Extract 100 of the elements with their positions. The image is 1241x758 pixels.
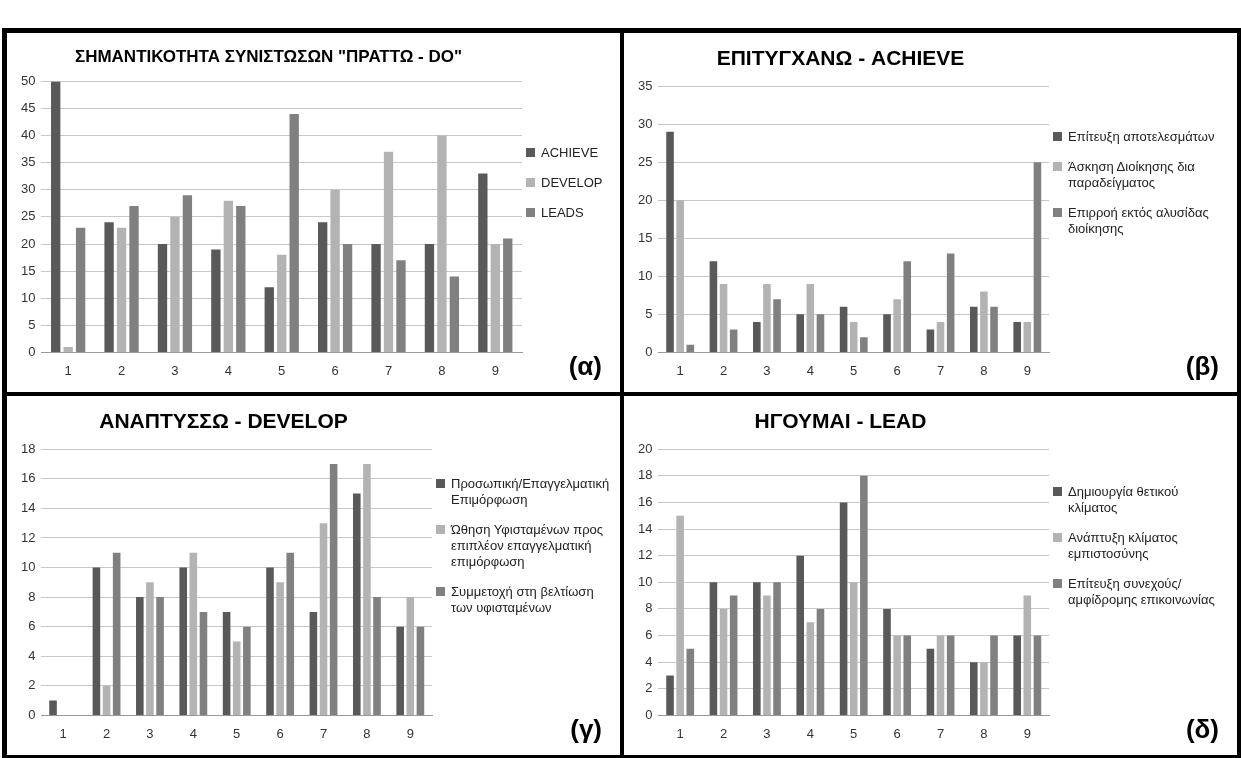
legend-label: Δημιουργία θετικού κλίματος [1068, 483, 1180, 516]
legend-label: Επιρροή εκτός αλυσίδας διοίκησης [1068, 204, 1210, 237]
bar [903, 635, 912, 715]
x-tick-label: 9 [1023, 725, 1031, 741]
text: (δ) [1185, 714, 1219, 745]
y-tick-label: 0 [28, 343, 36, 359]
x-tick-label: 9 [406, 725, 414, 741]
chart-title: ΣΗΜΑΝΤΙΚΟΤΗΤΑ ΣΥΝΙΣΤΩΣΩΝ "ΠΡΑΤΤΩ - DO" [74, 46, 463, 66]
bar [969, 306, 978, 352]
x-tick-label: 7 [384, 362, 393, 378]
legend-label: Επίτευξη αποτελεσμάτων [1068, 128, 1215, 145]
legend-label: ACHIEVE [541, 144, 599, 161]
bar [763, 595, 771, 715]
bar [211, 249, 221, 352]
bar [363, 463, 371, 715]
bar [990, 635, 998, 715]
y-tick-label: 6 [645, 627, 653, 643]
bar [980, 291, 988, 352]
bar [289, 113, 299, 352]
bar [1013, 635, 1021, 715]
bar [116, 227, 127, 352]
bar [199, 611, 208, 715]
bar [146, 582, 154, 715]
bar [75, 227, 86, 352]
bar [478, 173, 488, 352]
y-tick-label: 4 [645, 653, 653, 669]
x-tick-label: 4 [806, 362, 814, 378]
bar [449, 276, 460, 352]
bar [1013, 321, 1021, 352]
bar [839, 502, 848, 715]
x-tick-label: 3 [171, 362, 179, 378]
bar [729, 329, 738, 352]
bar [437, 135, 447, 352]
x-tick-label: 7 [936, 725, 945, 741]
bar [319, 523, 328, 715]
x-tick-label: 1 [676, 362, 684, 378]
bar [136, 597, 144, 715]
bar [92, 567, 101, 715]
y-tick-label: 18 [637, 467, 653, 483]
bar [839, 306, 848, 352]
y-tick-label: 35 [20, 154, 36, 170]
y-tick-label: 30 [637, 115, 653, 131]
bar [719, 283, 728, 352]
bar [330, 189, 340, 352]
bar [883, 608, 891, 715]
text: (α) [568, 351, 602, 382]
bar [893, 635, 901, 715]
x-tick-label: 6 [893, 725, 901, 741]
bar [264, 287, 274, 352]
bar [773, 582, 781, 715]
y-tick-label: 35 [637, 77, 653, 93]
y-tick-label: 8 [645, 600, 653, 616]
bar [849, 582, 858, 715]
bar [676, 515, 684, 715]
y-tick-label: 5 [645, 305, 653, 321]
bar [686, 648, 695, 715]
legend-label: Άσκηση Διοίκησης δια παραδείγματος [1068, 158, 1196, 191]
x-tick-label: 1 [676, 725, 684, 741]
y-tick-label: 0 [28, 706, 36, 722]
x-tick-label: 8 [980, 725, 988, 741]
x-tick-label: 7 [936, 362, 945, 378]
bar [182, 195, 193, 352]
bar [396, 260, 406, 352]
y-tick-label: 10 [20, 559, 36, 575]
bar [806, 283, 815, 352]
x-tick-label: 2 [719, 362, 728, 378]
y-tick-label: 5 [28, 316, 36, 332]
bar [883, 314, 891, 352]
bar [51, 81, 61, 352]
bar [373, 597, 381, 715]
bar [816, 608, 825, 715]
y-tick-label: 4 [28, 647, 36, 663]
legend-label: Συμμετοχή στη βελτίωση των υφισταμένων [451, 583, 595, 616]
legend-label: Επίτευξη συνεχούς/αμφίδρομης επικοινωνίας [1068, 575, 1216, 608]
x-tick-label: 1 [59, 725, 67, 741]
x-tick-label: 6 [893, 362, 901, 378]
bar [796, 555, 805, 715]
bar [49, 700, 57, 715]
legend-label: LEADS [541, 204, 584, 221]
y-tick-label: 50 [20, 72, 36, 88]
x-tick-label: 3 [146, 725, 154, 741]
y-tick-label: 12 [20, 529, 36, 545]
y-tick-label: 0 [645, 706, 653, 722]
y-tick-label: 2 [645, 680, 653, 696]
bar [276, 582, 284, 715]
x-tick-label: 2 [117, 362, 126, 378]
bar [709, 582, 718, 715]
bar [763, 283, 771, 352]
bar [990, 306, 998, 352]
bar [342, 244, 353, 352]
x-tick-label: 3 [763, 725, 771, 741]
x-tick-label: 4 [224, 362, 232, 378]
bar [189, 552, 198, 715]
x-tick-label: 2 [719, 725, 728, 741]
y-tick-label: 45 [20, 100, 36, 116]
legend-label: Προσωπική/Επαγγελματική Επιμόρφωση [451, 475, 611, 508]
y-tick-label: 15 [20, 262, 36, 278]
bar [243, 626, 251, 715]
bar [1023, 595, 1032, 715]
y-tick-label: 25 [637, 153, 653, 169]
